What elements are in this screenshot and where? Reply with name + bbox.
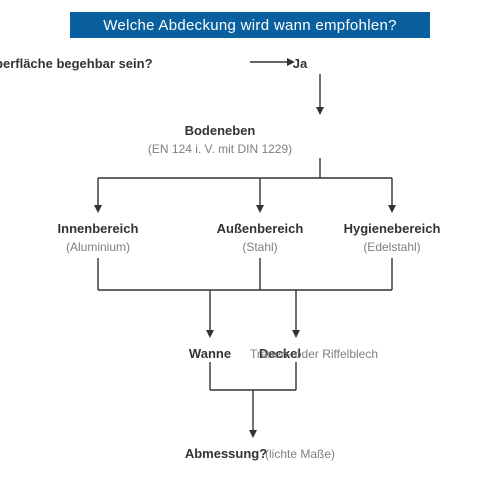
node-deckel-sub: Tränen- oder Riffelblech xyxy=(234,345,394,363)
node-hygienebereich: Hygienebereich (Edelstahl) xyxy=(332,220,452,257)
node-label: Wanne xyxy=(189,346,231,361)
node-question-walkable: Soll Oberfläche begehbar sein? xyxy=(0,55,155,73)
flowchart-stage: Welche Abdeckung wird wann empfohlen? So… xyxy=(0,0,500,500)
node-sub: (Stahl) xyxy=(242,240,277,254)
node-bodeneben: Bodeneben (EN 124 i. V. mit DIN 1229) xyxy=(120,122,320,159)
node-label: Ja xyxy=(293,56,307,71)
node-sub: (EN 124 i. V. mit DIN 1229) xyxy=(148,142,292,156)
node-label: Hygienebereich xyxy=(344,221,441,236)
node-label: Soll Oberfläche begehbar sein? xyxy=(0,56,153,71)
title-banner: Welche Abdeckung wird wann empfohlen? xyxy=(70,12,430,38)
node-sub: (Edelstahl) xyxy=(363,240,420,254)
node-label: Außenbereich xyxy=(217,221,304,236)
node-sub: Tränen- oder Riffelblech xyxy=(250,347,378,361)
node-aussenbereich: Außenbereich (Stahl) xyxy=(200,220,320,257)
node-yes: Ja xyxy=(280,55,320,73)
node-label: Innenbereich xyxy=(58,221,139,236)
node-sub: (Aluminium) xyxy=(66,240,130,254)
node-abmessung-sub: (lichte Maße) xyxy=(250,445,350,463)
node-sub: (lichte Maße) xyxy=(265,447,335,461)
node-label: Bodeneben xyxy=(185,123,256,138)
node-innenbereich: Innenbereich (Aluminium) xyxy=(38,220,158,257)
